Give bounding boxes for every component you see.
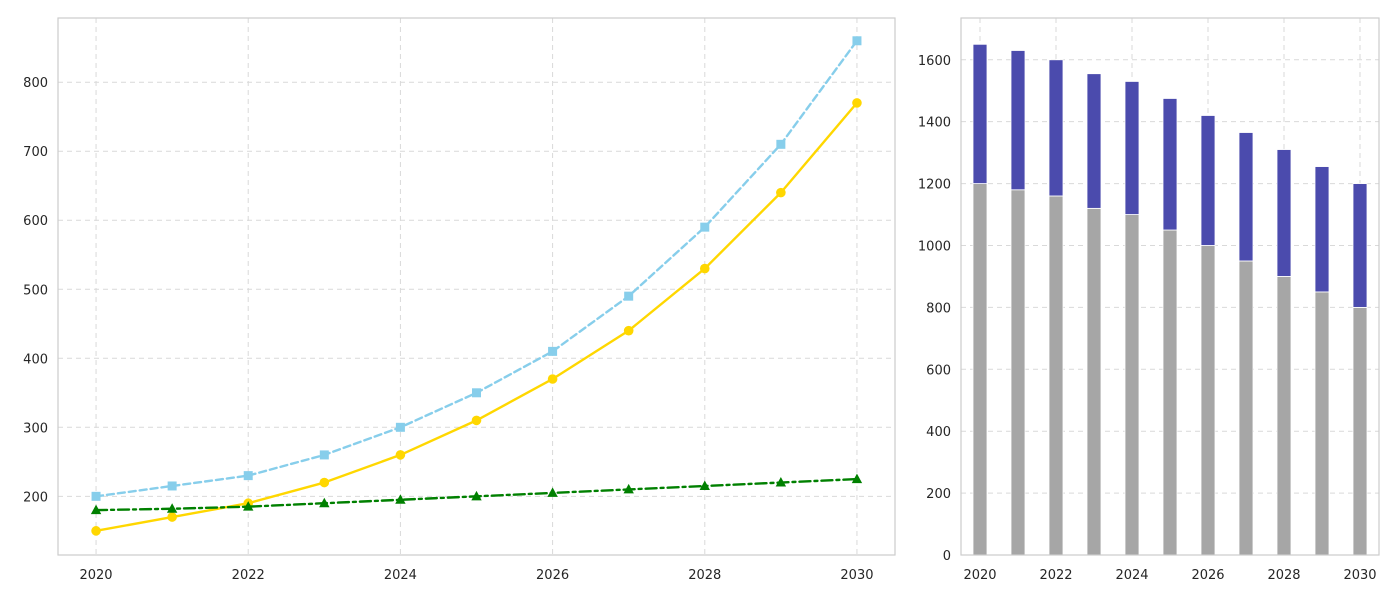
x-tick-label-2024: 2024	[384, 568, 417, 583]
series-3-point-2023	[319, 497, 330, 508]
series-2-point-2030	[852, 98, 862, 108]
bar-2029-segment-1	[1314, 291, 1330, 556]
series-3-point-2026	[547, 487, 558, 497]
x-tick-label-2020: 2020	[79, 568, 112, 583]
series-1-point-2024	[395, 422, 405, 432]
bar-2020-segment-1	[972, 183, 988, 556]
bar-2020-segment-2	[972, 43, 988, 184]
bar-2021-segment-1	[1010, 189, 1026, 556]
bar-2024-segment-2	[1124, 81, 1140, 215]
y-tick-label-400: 400	[23, 352, 48, 367]
y-tick-label-300: 300	[23, 421, 48, 436]
series-1-point-2021	[167, 481, 177, 491]
bar-2023-segment-1	[1086, 207, 1102, 556]
bar-chart-bars	[972, 43, 1368, 556]
line-chart-grid	[58, 18, 895, 555]
line-chart-series	[90, 36, 863, 536]
series-2-point-2023	[319, 477, 330, 488]
bar-2022-segment-2	[1048, 59, 1064, 197]
x-tick-label-2030: 2030	[1343, 568, 1376, 583]
line-chart-frame	[57, 17, 896, 556]
line-chart: 2020 2022 2024 2026 2028 2030 200 300 400 500 600 7…	[23, 17, 896, 583]
bar-2027-segment-2	[1238, 132, 1254, 262]
x-tick-label-2020: 2020	[963, 568, 996, 583]
series-3-point-2025	[471, 490, 482, 501]
bar-2028-segment-2	[1276, 149, 1292, 277]
series-1-point-2022	[243, 471, 253, 481]
series-2-point-2024	[395, 450, 406, 460]
y-tick-label-200: 200	[23, 490, 48, 505]
series-2-point-2021	[167, 512, 177, 522]
series-3-point-2027	[623, 483, 634, 494]
y-tick-label-700: 700	[23, 145, 48, 160]
bar-2030-segment-2	[1352, 183, 1368, 308]
x-tick-label-2024: 2024	[1115, 568, 1148, 583]
series-1-point-2025	[472, 388, 481, 398]
bar-2026-segment-2	[1200, 115, 1216, 246]
y-tick-label-500: 500	[23, 283, 48, 298]
series-3-point-2022	[243, 501, 254, 511]
x-tick-label-2028: 2028	[688, 568, 721, 583]
series-3-point-2020	[90, 504, 102, 515]
bar-2024-segment-1	[1124, 214, 1140, 556]
series-1-point-2026	[548, 346, 558, 356]
y-tick-label-0: 0	[943, 549, 951, 564]
series-3-point-2029	[775, 477, 787, 487]
bar-2025-segment-2	[1162, 98, 1178, 231]
bar-2029-segment-2	[1314, 166, 1330, 293]
y-tick-label-800: 800	[23, 76, 48, 91]
series-1-point-2020	[91, 491, 101, 501]
series-2-point-2020	[91, 526, 101, 536]
bar-2028-segment-1	[1276, 276, 1292, 556]
y-tick-label-400: 400	[926, 425, 951, 440]
y-tick-label-600: 600	[23, 214, 48, 229]
x-tick-label-2026: 2026	[536, 568, 569, 583]
bar-chart-frame	[960, 17, 1380, 556]
x-tick-label-2022: 2022	[1039, 568, 1072, 583]
series-3-point-2024	[395, 494, 406, 504]
y-tick-label-1600: 1600	[918, 54, 951, 69]
bar-2026-segment-1	[1200, 245, 1216, 556]
series-1-point-2027	[624, 291, 634, 301]
series-1-point-2023	[319, 450, 329, 460]
series-3-point-2030	[851, 473, 863, 484]
series-1-point-2030	[852, 36, 862, 46]
y-tick-label-600: 600	[926, 363, 951, 378]
series-3-point-2028	[699, 480, 710, 490]
bar-2025-segment-1	[1162, 229, 1178, 556]
series-2-point-2027	[623, 325, 634, 336]
series-2-point-2029	[776, 187, 786, 198]
bar-2030-segment-1	[1352, 306, 1368, 556]
bar-2022-segment-1	[1048, 195, 1064, 556]
bar-2021-segment-2	[1010, 50, 1026, 191]
y-tick-label-1200: 1200	[918, 178, 951, 193]
stacked-bar-chart: 2020 2022 2024 2026 2028 2030 0 200 400 600 800 100…	[918, 17, 1380, 583]
bar-2027-segment-1	[1238, 260, 1254, 556]
bar-2023-segment-2	[1086, 73, 1102, 209]
y-tick-label-1400: 1400	[918, 116, 951, 131]
series-1-point-2029	[776, 139, 786, 149]
line-chart-ticks: 2020 2022 2024 2026 2028 2030 200 300 400 500 600 7…	[23, 76, 873, 583]
x-tick-label-2026: 2026	[1191, 568, 1224, 583]
series-2-point-2028	[699, 263, 710, 274]
x-tick-label-2030: 2030	[840, 568, 873, 583]
series-1-point-2028	[700, 222, 710, 232]
series-line-2	[94, 101, 859, 533]
series-3-point-2021	[166, 503, 178, 513]
y-tick-label-800: 800	[926, 301, 951, 316]
bar-chart-ticks: 2020 2022 2024 2026 2028 2030 0 200 400 600 800 100…	[918, 54, 1377, 583]
y-tick-label-200: 200	[926, 487, 951, 502]
series-2-point-2025	[471, 415, 482, 426]
x-tick-label-2028: 2028	[1267, 568, 1300, 583]
series-line-1	[94, 39, 859, 498]
x-tick-label-2022: 2022	[232, 568, 265, 583]
y-tick-label-1000: 1000	[918, 239, 951, 254]
series-2-point-2026	[547, 374, 558, 384]
